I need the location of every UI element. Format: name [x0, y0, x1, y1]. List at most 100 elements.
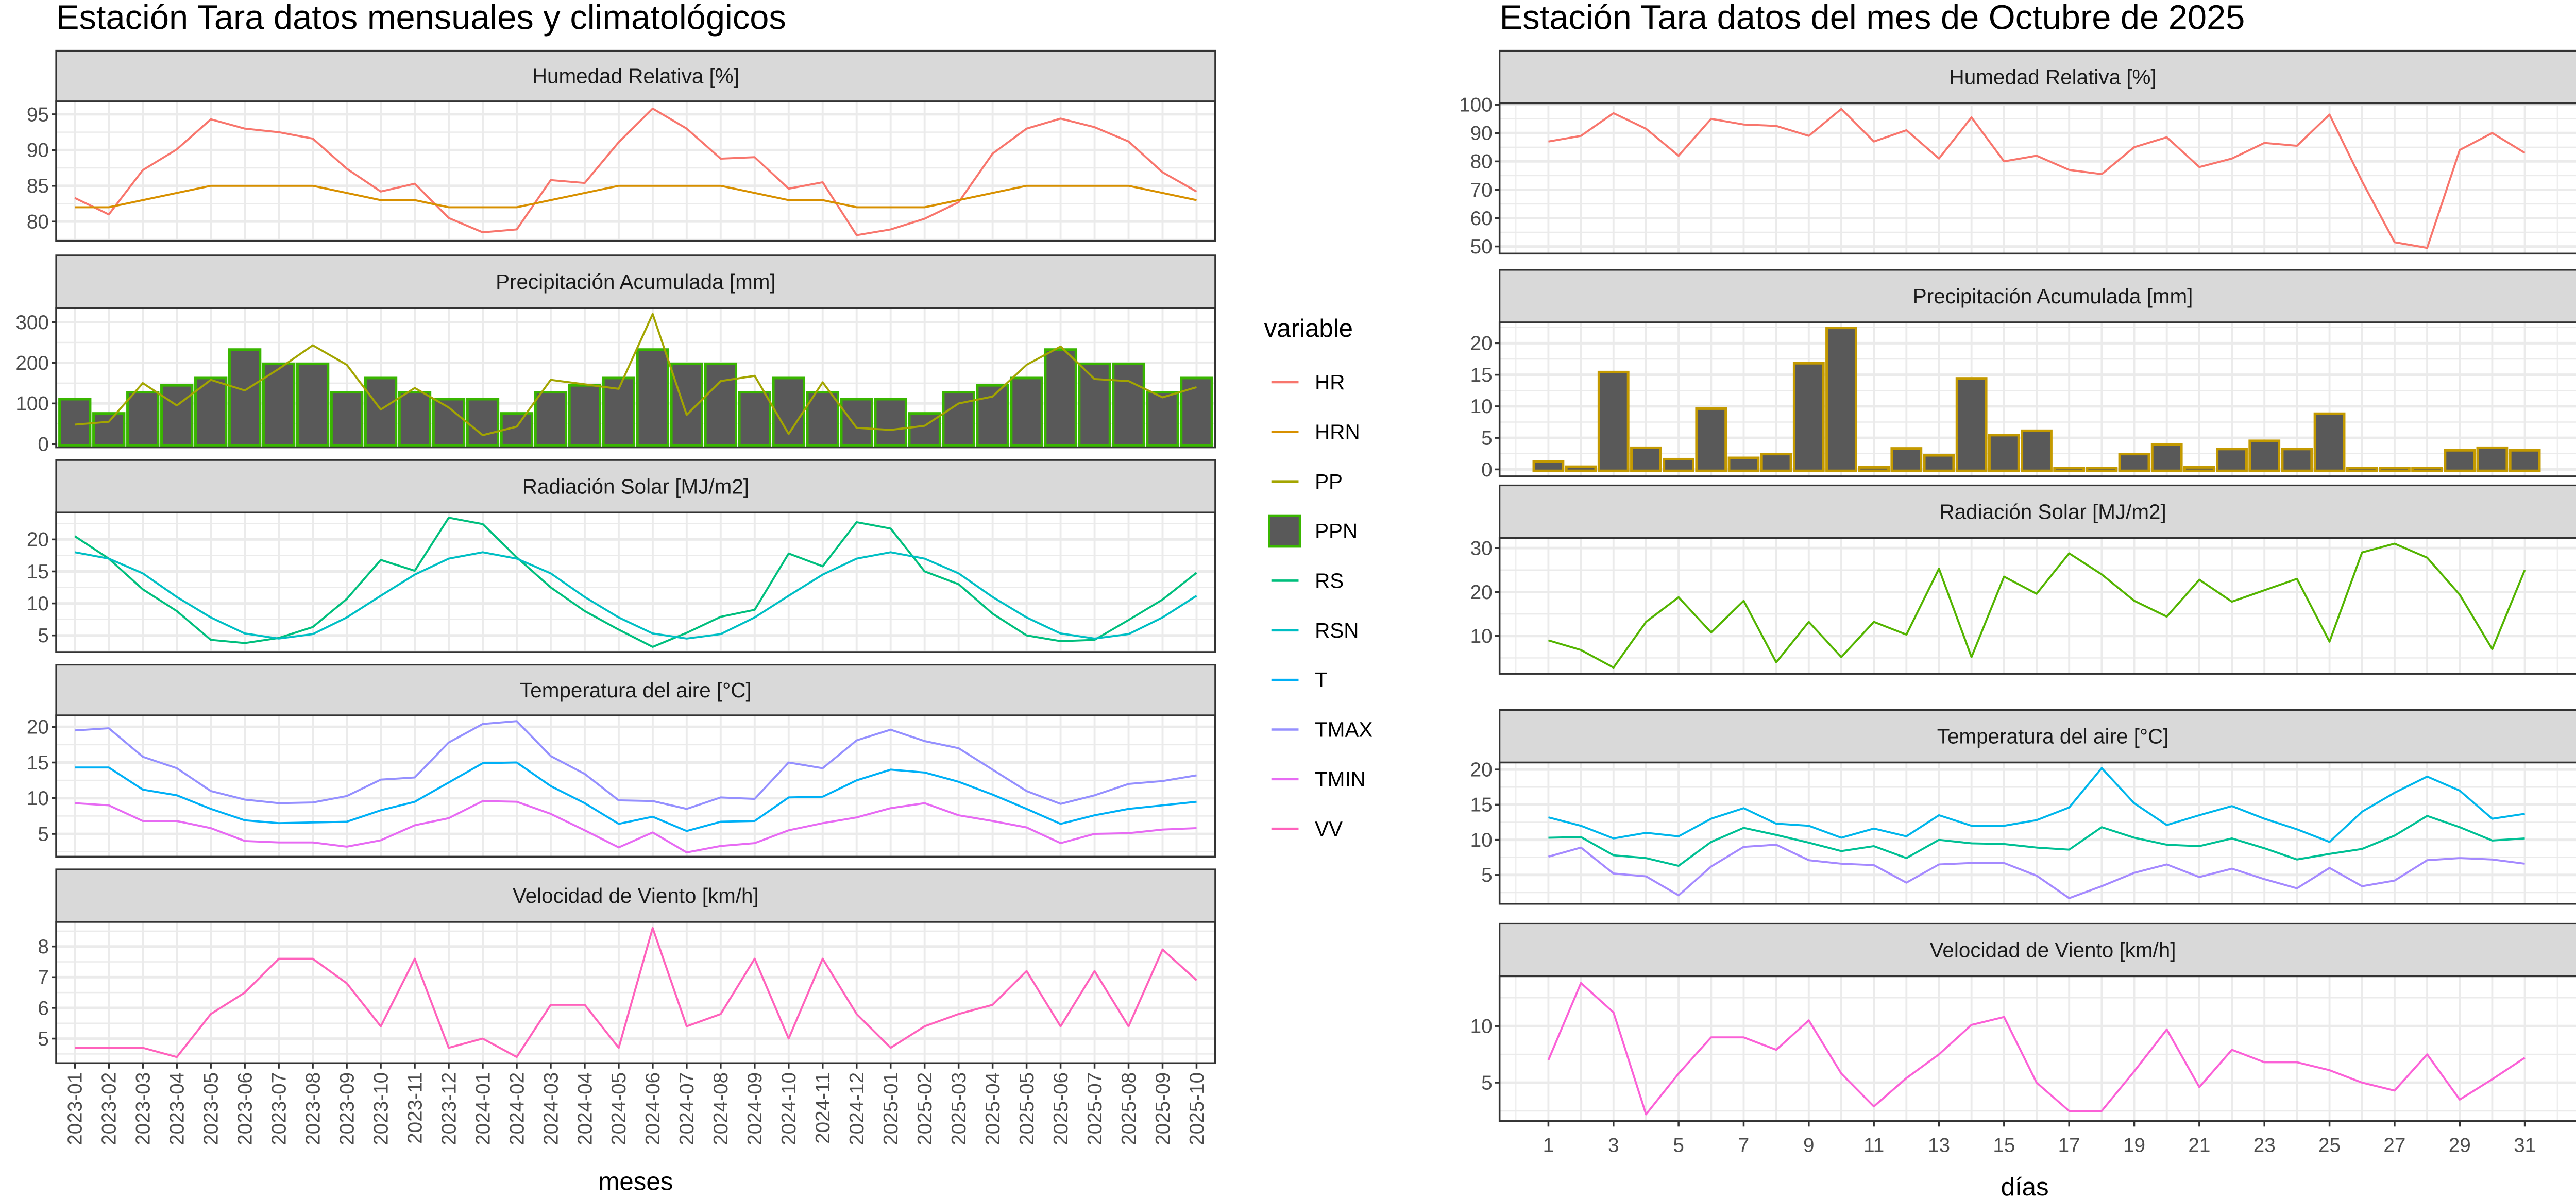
bar-pp [1858, 466, 1890, 472]
y-tick-label: 90 [1470, 123, 1493, 145]
x-tick-label: 2023-12 [438, 1072, 460, 1145]
x-tick-label: 2024-07 [676, 1072, 698, 1145]
y-tick-label: 8 [38, 936, 48, 958]
panel-strip-label: Temperatura del aire [°C] [1937, 725, 2169, 748]
bar-ppn [432, 398, 466, 447]
y-tick-label: 20 [27, 529, 49, 551]
panel-5: Velocidad de Viento [km/h] 5 10 [1470, 922, 2576, 1122]
x-tick-label: 2023-09 [336, 1072, 358, 1145]
legend-label: PP [1315, 470, 1343, 493]
panel-strip-label: Radiación Solar [MJ/m2] [522, 474, 749, 498]
y-tick-label: 5 [38, 625, 48, 647]
bar-ppn [296, 362, 330, 447]
x-tick-label: 25 [2318, 1135, 2341, 1157]
bar-pp [2150, 443, 2183, 472]
panel-border [55, 100, 1216, 242]
legend-item-rs: RS [1271, 569, 1344, 592]
bar-pp [1663, 457, 1695, 472]
legend-label: VV [1315, 817, 1343, 841]
x-tick-label: 2024-04 [574, 1072, 596, 1145]
y-tick-label: 50 [1470, 236, 1493, 258]
y-tick-label: 15 [27, 752, 49, 774]
bar-pp [2086, 467, 2118, 472]
y-tick-label: 20 [1470, 581, 1493, 604]
x-tick-label: 2025-06 [1050, 1072, 1072, 1145]
x-tick-label: 21 [2188, 1135, 2210, 1157]
legend-item-t: T [1271, 668, 1328, 692]
panel-1: Humedad Relativa [%] 50 60 70 80 90 100 [1459, 49, 2576, 258]
y-tick-label: 90 [27, 140, 49, 162]
bar-pp [2476, 446, 2509, 472]
y-tick-label: 15 [27, 561, 49, 583]
bar-pp [2509, 449, 2541, 472]
legend-label: PPN [1315, 519, 1358, 543]
x-tick-label: 2023-05 [200, 1072, 223, 1145]
x-tick-label: 27 [2383, 1135, 2405, 1157]
bar-pp [1988, 434, 2020, 472]
legend-item-hr: HR [1271, 370, 1345, 394]
series-line-hrn [75, 184, 1197, 209]
y-tick-label: 5 [1481, 1072, 1492, 1094]
bar-ppn [364, 376, 398, 447]
x-tick-label: 2023-02 [98, 1072, 121, 1145]
panel-strip-label: Temperatura del aire [°C] [520, 678, 752, 702]
x-tick-label: 2025-07 [1084, 1072, 1106, 1145]
bar-pp [1955, 377, 1988, 472]
x-tick-label: 2024-10 [778, 1072, 800, 1145]
bar-pp [2411, 467, 2443, 472]
bar-ppn [874, 398, 907, 447]
y-tick-label: 10 [1470, 625, 1493, 647]
legend-item-ppn: PPN [1268, 514, 1358, 548]
legend-item-pp: PP [1271, 470, 1343, 493]
y-tick-label: 5 [38, 823, 48, 845]
bar-ppn [126, 391, 160, 447]
series-line-rsn [74, 551, 1197, 640]
series-line-pp [75, 313, 1197, 436]
bar-ppn [1010, 376, 1043, 447]
bar-pp [2346, 467, 2378, 472]
plot-background [56, 512, 1215, 652]
x-tick-label: 2024-03 [540, 1072, 562, 1145]
bar-ppn [398, 391, 432, 447]
bar-pp [2021, 429, 2053, 472]
panel-strip [1499, 269, 2576, 323]
plot-background [1499, 103, 2576, 254]
daily-chart: Estación Tara datos del mes de Octubre d… [1459, 0, 2576, 1199]
series-line-tmax [75, 720, 1197, 810]
bar-ppn [1146, 391, 1179, 447]
x-tick-label: 2024-06 [642, 1072, 664, 1145]
x-tick-label: 19 [2123, 1135, 2145, 1157]
bar-pp [1760, 453, 1792, 472]
x-tick-label: 2025-04 [982, 1072, 1004, 1145]
x-tick-label: 2024-05 [608, 1072, 630, 1145]
bar-ppn [92, 412, 126, 447]
daily-x-axis-title: días [2001, 1173, 2049, 1199]
bar-pp [2118, 453, 2150, 472]
y-tick-label: 10 [27, 593, 49, 615]
bar-pp [1792, 362, 1825, 472]
x-tick-label: 2024-09 [744, 1072, 766, 1145]
panel-strip [55, 459, 1216, 513]
monthly-chart-title: Estación Tara datos mensuales y climatol… [56, 0, 786, 37]
x-tick-label: 2025-02 [914, 1072, 936, 1145]
x-tick-label: 2025-05 [1016, 1072, 1038, 1145]
x-tick-label: 2023-06 [234, 1072, 257, 1145]
bar-ppn [636, 348, 670, 447]
x-tick-label: 15 [1993, 1135, 2015, 1157]
bar-pp [2444, 449, 2476, 472]
y-tick-label: 70 [1470, 179, 1493, 201]
bar-ppn [466, 398, 500, 447]
legend-item-tmin: TMIN [1271, 767, 1366, 791]
x-tick-label: 2023-08 [302, 1072, 324, 1145]
bar-ppn [568, 384, 602, 447]
x-tick-label: 7 [1738, 1135, 1749, 1157]
monthly-chart: Estación Tara datos mensuales y climatol… [15, 0, 1372, 1195]
y-tick-label: 15 [1470, 364, 1493, 386]
legend-label: HRN [1315, 420, 1360, 443]
x-tick-label: 2025-03 [948, 1072, 970, 1145]
bar-ppn [160, 384, 194, 447]
y-tick-label: 10 [1470, 829, 1493, 851]
plot-background [56, 101, 1215, 241]
y-tick-label: 60 [1470, 208, 1493, 230]
bar-pp [2183, 466, 2215, 472]
